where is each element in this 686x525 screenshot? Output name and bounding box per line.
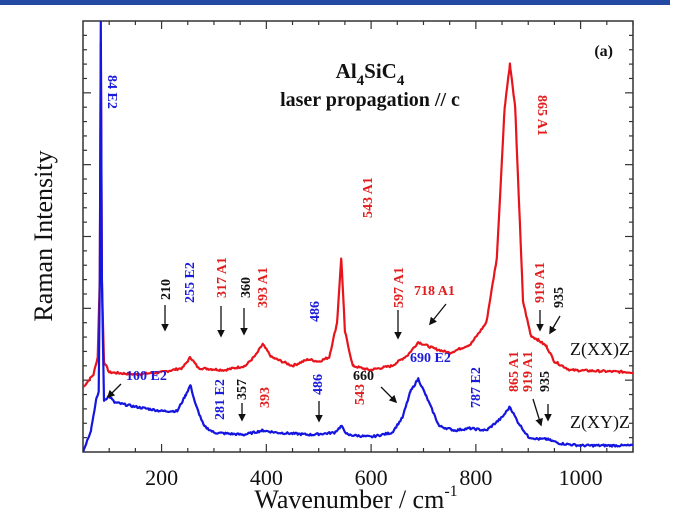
chart-subtitle: laser propagation // c	[280, 89, 460, 111]
header-bar	[0, 0, 670, 5]
annotations: Z(XX)Z Z(XY)Z 84 E2 210 255 E2 317 A1 360 393 A…	[104, 75, 630, 433]
peak-annotation: 543 A1	[361, 177, 376, 218]
peak-annotation: 255 E2	[183, 262, 198, 303]
peak-annotation: 393 A1	[256, 267, 271, 308]
peak-annotation: 543	[353, 384, 368, 405]
x-tick-label: 400	[250, 465, 283, 490]
peak-annotation: 100 E2	[126, 369, 167, 384]
y-axis-title: Raman Intensity	[29, 150, 58, 321]
series-label: Z(XY)Z	[570, 412, 630, 433]
peak-annotation: 919 A1	[533, 262, 548, 303]
x-tick-label: 200	[145, 465, 178, 490]
arrow-icon	[106, 383, 122, 399]
peak-annotation: 935	[538, 371, 553, 392]
x-axis-ticks: 200 400 600 800 1000	[108, 21, 634, 490]
arrow-icon	[549, 315, 561, 335]
peak-annotation: 597 A1	[392, 267, 407, 308]
peak-annotation: 660	[353, 369, 374, 384]
peak-annotation: 317 A1	[215, 257, 230, 298]
chart-title: Al4SiC4	[336, 59, 405, 89]
series-lines	[83, 21, 633, 452]
arrow-icon	[380, 386, 398, 404]
peak-annotation: 393	[258, 387, 273, 408]
peak-annotation: 865 A1	[534, 95, 549, 136]
peak-annotation: 865 A1	[507, 351, 522, 392]
peak-annotation: 718 A1	[414, 284, 455, 299]
panel-label: (a)	[594, 43, 613, 60]
peak-annotation: 919 A1	[521, 351, 536, 392]
x-tick-label: 600	[355, 465, 388, 490]
peak-annotation: 935	[552, 287, 567, 308]
peak-annotation: 210	[159, 279, 174, 300]
peak-annotation: 360	[239, 277, 254, 298]
peak-annotation: 690 E2	[410, 351, 451, 366]
peak-annotation: 486	[308, 301, 323, 322]
peak-annotation: 281 E2	[213, 379, 228, 420]
series-label: Z(XX)Z	[570, 339, 630, 360]
arrow-icon	[532, 398, 543, 427]
y-axis-ticks	[83, 34, 633, 439]
peak-annotation: 486	[311, 374, 326, 395]
peak-annotation: 84 E2	[104, 75, 119, 109]
x-tick-label: 1000	[559, 465, 603, 490]
peak-annotation: 357	[235, 379, 250, 400]
x-axis-title: Wavenumber / cm-1	[254, 483, 457, 514]
series-line-zxxz	[83, 42, 633, 389]
x-tick-label: 800	[459, 465, 492, 490]
peak-annotation: 787 E2	[469, 367, 484, 408]
arrow-icon	[429, 303, 447, 326]
series-line-zxyz	[83, 21, 633, 452]
